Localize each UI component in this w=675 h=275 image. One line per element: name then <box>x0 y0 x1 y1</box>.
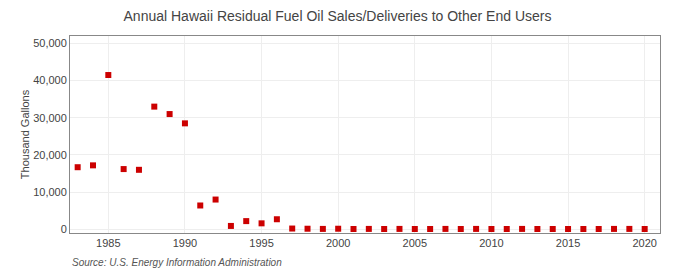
svg-text:1990: 1990 <box>173 237 197 249</box>
svg-text:1995: 1995 <box>249 237 273 249</box>
svg-text:50,000: 50,000 <box>33 37 67 49</box>
svg-text:1985: 1985 <box>96 237 120 249</box>
svg-text:2005: 2005 <box>403 237 427 249</box>
svg-text:2000: 2000 <box>326 237 350 249</box>
svg-text:0: 0 <box>61 223 67 235</box>
svg-text:40,000: 40,000 <box>33 74 67 86</box>
svg-text:Annual Hawaii Residual Fuel Oi: Annual Hawaii Residual Fuel Oil Sales/De… <box>124 8 552 24</box>
svg-text:2010: 2010 <box>479 237 503 249</box>
svg-text:20,000: 20,000 <box>33 149 67 161</box>
svg-text:10,000: 10,000 <box>33 186 67 198</box>
svg-text:30,000: 30,000 <box>33 112 67 124</box>
svg-text:Source: U.S. Energy Informatio: Source: U.S. Energy Information Administ… <box>72 257 282 268</box>
svg-text:Thousand Gallons: Thousand Gallons <box>19 89 31 179</box>
svg-text:2020: 2020 <box>632 237 656 249</box>
svg-text:2015: 2015 <box>556 237 580 249</box>
